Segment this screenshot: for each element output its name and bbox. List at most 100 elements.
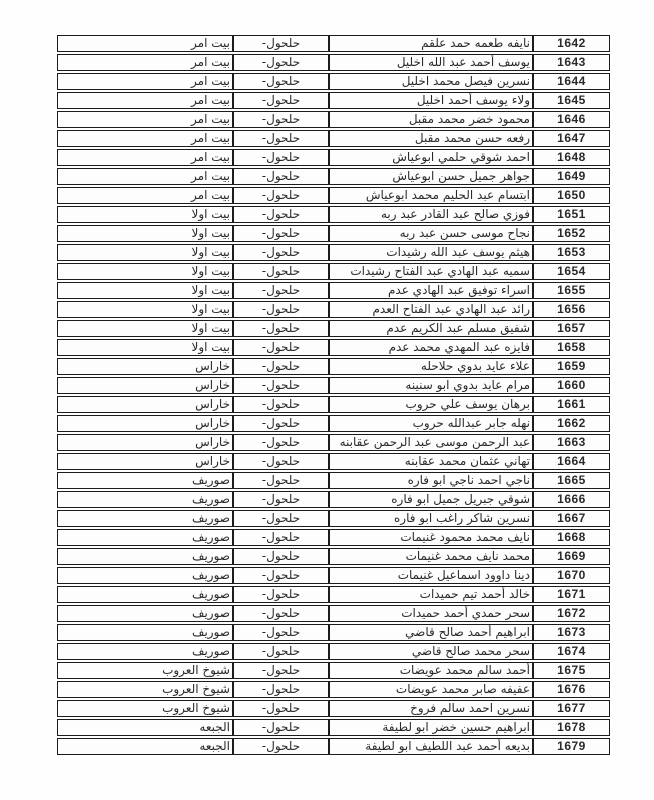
row-id: 1651 xyxy=(533,206,610,223)
row-district: حلحول- xyxy=(233,339,329,356)
row-name: احمد شوقي حلمي ابوعياش xyxy=(329,149,533,166)
row-id: 1646 xyxy=(533,111,610,128)
row-name: دينا داوود اسماعيل غنيمات xyxy=(329,567,533,584)
row-id: 1652 xyxy=(533,225,610,242)
row-id: 1669 xyxy=(533,548,610,565)
row-name: نايفه طعمه حمد علقم xyxy=(329,35,533,52)
row-name: سحر محمد صالح قاضي xyxy=(329,643,533,660)
row-area: شيوخ العروب xyxy=(57,681,233,698)
row-district: حلحول- xyxy=(233,396,329,413)
row-district: حلحول- xyxy=(233,35,329,52)
row-district: حلحول- xyxy=(233,605,329,622)
row-name: يوسف أحمد عبد الله اخليل xyxy=(329,54,533,71)
row-id: 1663 xyxy=(533,434,610,451)
row-id: 1660 xyxy=(533,377,610,394)
row-district: حلحول- xyxy=(233,73,329,90)
row-area: بيت اولا xyxy=(57,282,233,299)
row-name: ولاء يوسف أحمد اخليل xyxy=(329,92,533,109)
row-area: الجبعه xyxy=(57,738,233,755)
row-district: حلحول- xyxy=(233,434,329,451)
row-area: بيت امر xyxy=(57,73,233,90)
table-row: 1647 رفعه حسن محمد مقبل حلحول- بيت امر xyxy=(57,130,610,147)
row-name: عبد الرحمن موسى عبد الرحمن عقابنه xyxy=(329,434,533,451)
row-district: حلحول- xyxy=(233,453,329,470)
row-id: 1674 xyxy=(533,643,610,660)
row-area: بيت اولا xyxy=(57,301,233,318)
row-name: نهله جابر عبدالله حروب xyxy=(329,415,533,432)
row-name: علاء عايد بدوي حلاحله xyxy=(329,358,533,375)
row-id: 1671 xyxy=(533,586,610,603)
table-row: 1674 سحر محمد صالح قاضي حلحول- صوريف xyxy=(57,643,610,660)
row-district: حلحول- xyxy=(233,244,329,261)
row-name: سحر حمدي أحمد حميدات xyxy=(329,605,533,622)
row-area: بيت اولا xyxy=(57,339,233,356)
row-name: عفيفه صابر محمد عويضات xyxy=(329,681,533,698)
table-row: 1644 نسرين فيصل محمد اخليل حلحول- بيت امر xyxy=(57,73,610,90)
table-row: 1649 جواهر جميل حسن ابوعياش حلحول- بيت امر xyxy=(57,168,610,185)
table-row: 1664 تهاني عثمان محمد عقابنه حلحول- خاراس xyxy=(57,453,610,470)
row-name: اسراء توفيق عبد الهادي عدم xyxy=(329,282,533,299)
row-id: 1649 xyxy=(533,168,610,185)
row-name: تهاني عثمان محمد عقابنه xyxy=(329,453,533,470)
row-id: 1670 xyxy=(533,567,610,584)
row-name: مرام عايد بدوي ابو سنينه xyxy=(329,377,533,394)
row-area: بيت امر xyxy=(57,35,233,52)
table-row: 1670 دينا داوود اسماعيل غنيمات حلحول- صوريف xyxy=(57,567,610,584)
row-area: بيت امر xyxy=(57,54,233,71)
row-district: حلحول- xyxy=(233,168,329,185)
row-id: 1642 xyxy=(533,35,610,52)
row-id: 1648 xyxy=(533,149,610,166)
row-district: حلحول- xyxy=(233,225,329,242)
table-row: 1665 ناجي احمد ناجي ابو فاره حلحول- صوريف xyxy=(57,472,610,489)
row-area: صوريف xyxy=(57,586,233,603)
row-area: خاراس xyxy=(57,434,233,451)
table-row: 1662 نهله جابر عبدالله حروب حلحول- خاراس xyxy=(57,415,610,432)
table-row: 1657 شفيق مسلم عبد الكريم عدم حلحول- بيت او… xyxy=(57,320,610,337)
row-id: 1661 xyxy=(533,396,610,413)
table-row: 1679 بديعه أحمد عبد اللطيف ابو لطيفة حلحول… xyxy=(57,738,610,755)
row-district: حلحول- xyxy=(233,662,329,679)
row-district: حلحول- xyxy=(233,681,329,698)
row-district: حلحول- xyxy=(233,586,329,603)
row-id: 1668 xyxy=(533,529,610,546)
row-id: 1655 xyxy=(533,282,610,299)
row-area: خاراس xyxy=(57,396,233,413)
row-area: بيت امر xyxy=(57,111,233,128)
row-area: بيت امر xyxy=(57,168,233,185)
table-row: 1678 ابراهيم حسين خضر ابو لطيفة حلحول- الجب… xyxy=(57,719,610,736)
table-row: 1651 فوزي صالح عبد القادر عبد ربه حلحول- بي… xyxy=(57,206,610,223)
row-district: حلحول- xyxy=(233,529,329,546)
table-row: 1650 ابتسام عبد الحليم محمد ابوعياش حلحول-… xyxy=(57,187,610,204)
row-district: حلحول- xyxy=(233,738,329,755)
row-district: حلحول- xyxy=(233,301,329,318)
table-row: 1673 ابراهيم أحمد صالح قاضي حلحول- صوريف xyxy=(57,624,610,641)
row-district: حلحول- xyxy=(233,719,329,736)
row-id: 1672 xyxy=(533,605,610,622)
row-id: 1676 xyxy=(533,681,610,698)
row-name: فوزي صالح عبد القادر عبد ربه xyxy=(329,206,533,223)
row-id: 1665 xyxy=(533,472,610,489)
row-district: حلحول- xyxy=(233,472,329,489)
table-row: 1652 نجاح موسى حسن عبد ربه حلحول- بيت اولا xyxy=(57,225,610,242)
row-area: صوريف xyxy=(57,472,233,489)
row-area: صوريف xyxy=(57,605,233,622)
row-name: رائد عبد الهادي عبد الفتاح العدم xyxy=(329,301,533,318)
table-row: 1666 شوقي جبريل جميل ابو فاره حلحول- صوريف xyxy=(57,491,610,508)
table-row: 1658 فايزه عبد المهدي محمد عدم حلحول- بيت ا… xyxy=(57,339,610,356)
row-area: بيت امر xyxy=(57,149,233,166)
table-row: 1646 محمود خضر محمد مقبل حلحول- بيت امر xyxy=(57,111,610,128)
row-district: حلحول- xyxy=(233,320,329,337)
row-district: حلحول- xyxy=(233,54,329,71)
row-area: بيت اولا xyxy=(57,244,233,261)
row-id: 1677 xyxy=(533,700,610,717)
table-row: 1676 عفيفه صابر محمد عويضات حلحول- شيوخ الع… xyxy=(57,681,610,698)
row-name: برهان يوسف علي حروب xyxy=(329,396,533,413)
row-id: 1662 xyxy=(533,415,610,432)
row-area: بيت اولا xyxy=(57,225,233,242)
row-id: 1659 xyxy=(533,358,610,375)
row-district: حلحول- xyxy=(233,415,329,432)
row-area: شيوخ العروب xyxy=(57,700,233,717)
row-id: 1656 xyxy=(533,301,610,318)
row-name: محمد نايف محمد غنيمات xyxy=(329,548,533,565)
table-row: 1668 نايف محمد محمود غنيمات حلحول- صوريف xyxy=(57,529,610,546)
